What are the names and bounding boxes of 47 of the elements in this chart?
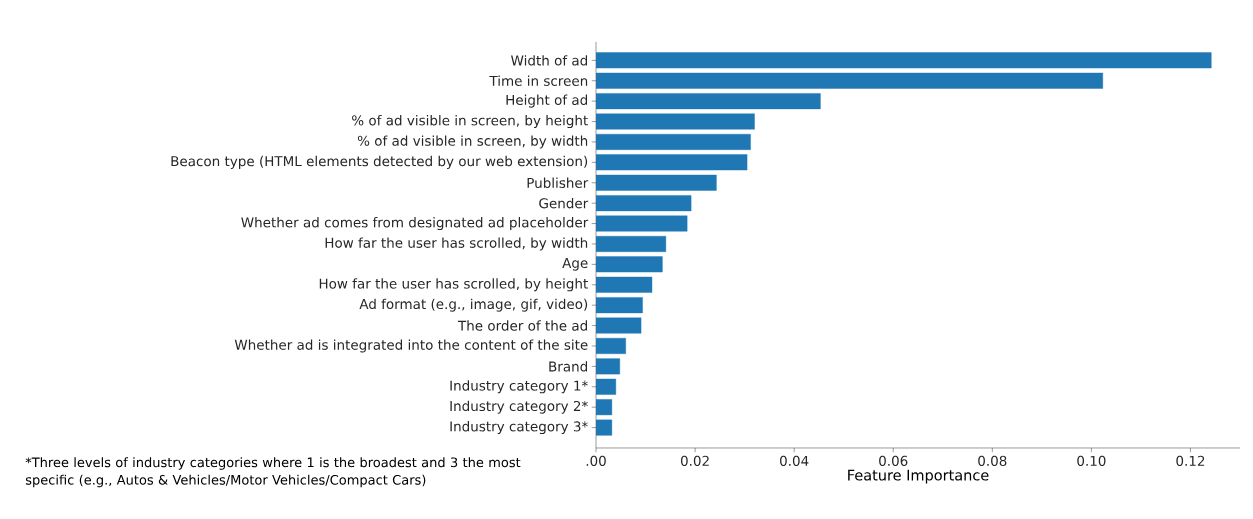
bar — [596, 52, 1212, 69]
y-tick-label: Industry category 2* — [450, 400, 588, 414]
bar — [596, 358, 620, 375]
x-tick-label: 0.06 — [879, 455, 908, 466]
x-tick-label: 0.04 — [780, 455, 809, 466]
y-tick-label: Industry category 1* — [450, 380, 588, 394]
y-tick-label: Brand — [549, 361, 588, 372]
y-tick-label: Ad format (e.g., image, gif, video) — [359, 298, 588, 312]
x-tick-label: 0.10 — [1077, 455, 1106, 466]
bar — [596, 297, 643, 314]
bar — [596, 399, 613, 416]
y-tick-label: % of ad visible in screen, by width — [357, 135, 588, 149]
y-tick-label: How far the user has scrolled, by width — [325, 237, 588, 251]
bar — [596, 72, 1103, 89]
y-tick-label: Publisher — [527, 177, 589, 188]
y-tick-label: % of ad visible in screen, by height — [352, 115, 588, 129]
bar — [596, 154, 748, 171]
bar — [596, 338, 626, 354]
bar — [596, 93, 821, 110]
text: *Three levels of industry categories where 1 is the broadest and 3 the most specific (e.g., Autos & Vehicles/Motor Vehicles/Compact Cars) — [25, 457, 521, 488]
bar — [596, 174, 717, 191]
y-tick-label: Industry category 3* — [450, 421, 588, 435]
y-tick-label: Height of ad — [506, 94, 588, 108]
bar — [596, 378, 617, 395]
y-tick-label: Beacon type (HTML elements detected by our web extension) — [171, 155, 588, 169]
bar — [596, 236, 667, 252]
y-tick-label: Time in screen — [489, 75, 588, 86]
x-tick-label: .00 — [586, 455, 606, 466]
x-tick-label: 0.02 — [680, 455, 709, 466]
bar — [596, 134, 751, 150]
y-tick-label: Whether ad is integrated into the content of the site — [234, 339, 588, 353]
y-tick-label: Gender — [539, 197, 589, 209]
x-tick-label: 0.08 — [978, 455, 1007, 466]
x-tick-label: 0.12 — [1176, 455, 1205, 466]
bar — [596, 195, 692, 212]
bar — [596, 256, 663, 273]
x-axis-title: Feature Importance — [848, 469, 989, 484]
bar — [596, 113, 755, 130]
bar — [596, 215, 688, 232]
y-tick-label: Whether ad comes from designated ad placeholder — [241, 217, 589, 231]
y-tick-label: Width of ad — [511, 55, 588, 66]
bar — [596, 419, 613, 436]
y-tick-label: How far the user has scrolled, by height — [319, 278, 588, 292]
y-tick-label: Age — [562, 258, 588, 271]
bar — [596, 317, 642, 334]
y-tick-label: The order of the ad — [457, 320, 587, 331]
bar — [596, 276, 653, 293]
